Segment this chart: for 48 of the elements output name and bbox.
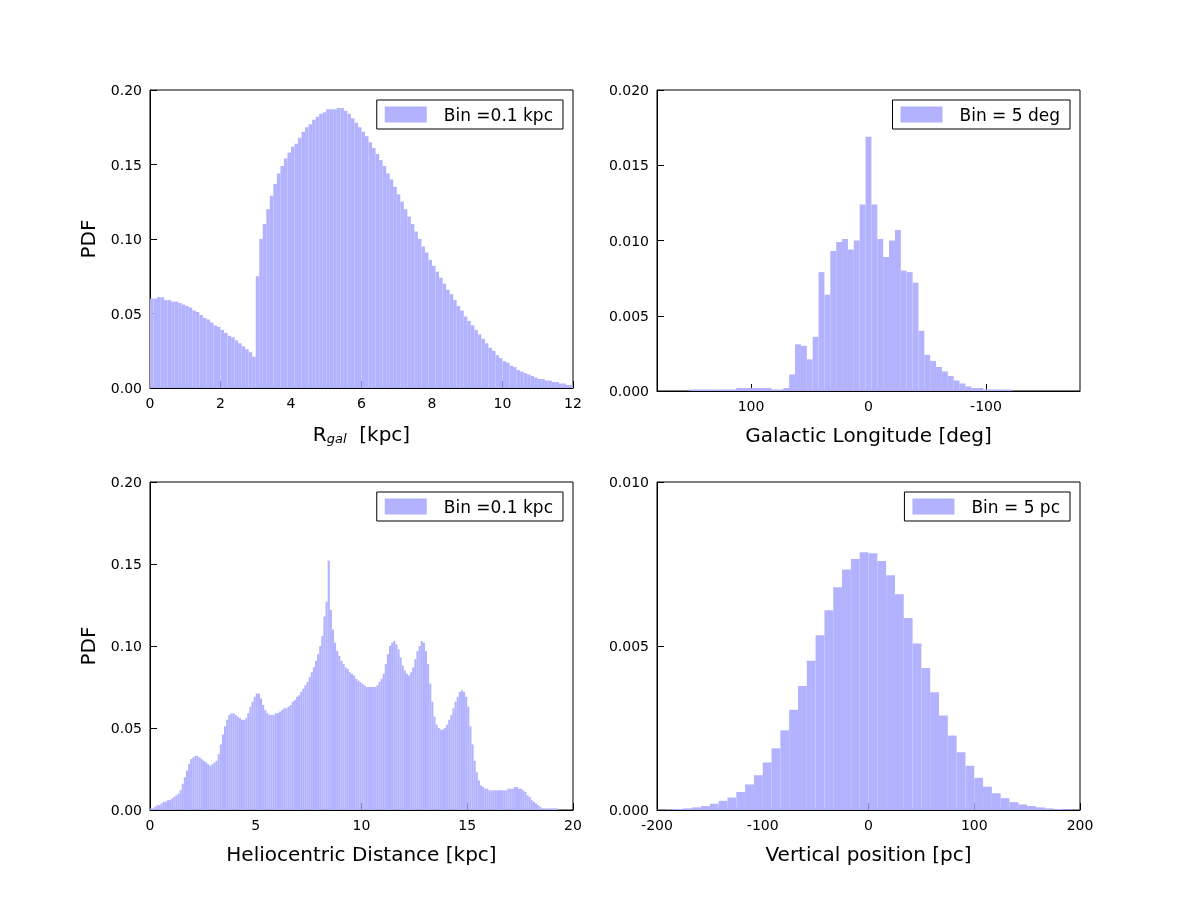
y-tick-label: 0.10 xyxy=(110,231,142,247)
x-tick-label: 8 xyxy=(427,395,437,411)
x-tick-label: -100 xyxy=(970,398,1002,414)
legend-label: Bin =0.1 kpc xyxy=(443,496,553,517)
x-tick-label: 12 xyxy=(564,395,582,411)
x-axis-title: Rgal [kpc] xyxy=(312,421,411,446)
y-tick-label: 0.05 xyxy=(110,720,142,736)
x-tick-label: 4 xyxy=(286,395,296,411)
x-tick-label: 2 xyxy=(216,395,225,411)
y-tick-label: 0.20 xyxy=(110,82,142,98)
legend-label: Bin =0.1 kpc xyxy=(443,104,553,125)
y-tick-label: 0.05 xyxy=(110,305,142,322)
x-tick-label: -100 xyxy=(746,817,779,833)
y-tick-label: 0.000 xyxy=(608,802,649,818)
y-tick-label: 0.005 xyxy=(608,638,649,654)
x-tick-label: 100 xyxy=(737,398,765,414)
x-tick-label: 0 xyxy=(864,398,873,414)
y-tick-label: 0.10 xyxy=(110,638,142,654)
x-tick-label: 10 xyxy=(493,395,512,411)
x-tick-label: 100 xyxy=(960,817,988,833)
y-axis-title: PDF xyxy=(76,219,100,259)
y-tick-label: 0.15 xyxy=(110,556,142,572)
y-tick-label: 0.010 xyxy=(608,474,649,490)
y-tick-label: 0.20 xyxy=(110,474,142,490)
x-tick-label: 15 xyxy=(458,817,477,833)
legend-label: Bin = 5 deg xyxy=(959,104,1061,125)
x-tick-label: 6 xyxy=(357,395,367,411)
y-axis-title: PDF xyxy=(76,626,100,666)
x-tick-label: 10 xyxy=(352,817,371,833)
x-tick-label: 0 xyxy=(864,817,873,833)
x-tick-label: 20 xyxy=(564,817,582,833)
y-tick-label: 0.00 xyxy=(110,802,142,818)
x-axis-title: Vertical position [pc] xyxy=(765,842,972,866)
x-tick-label: -200 xyxy=(641,817,673,833)
x-tick-label: 0 xyxy=(145,395,155,411)
y-tick-label: 0.020 xyxy=(608,82,649,98)
legend-label: Bin = 5 pc xyxy=(971,496,1061,517)
x-axis-title: Heliocentric Distance [kpc] xyxy=(226,842,497,866)
y-tick-label: 0.15 xyxy=(110,156,142,173)
y-tick-label: 0.000 xyxy=(608,383,649,399)
y-tick-label: 0.015 xyxy=(608,157,649,174)
y-tick-label: 0.00 xyxy=(110,380,142,396)
y-tick-label: 0.010 xyxy=(608,232,649,249)
x-axis-title: Galactic Longitude [deg] xyxy=(745,423,992,447)
x-tick-label: 0 xyxy=(145,817,155,833)
y-tick-label: 0.005 xyxy=(608,307,649,324)
x-tick-label: 5 xyxy=(251,817,261,833)
x-tick-label: 200 xyxy=(1066,817,1094,833)
